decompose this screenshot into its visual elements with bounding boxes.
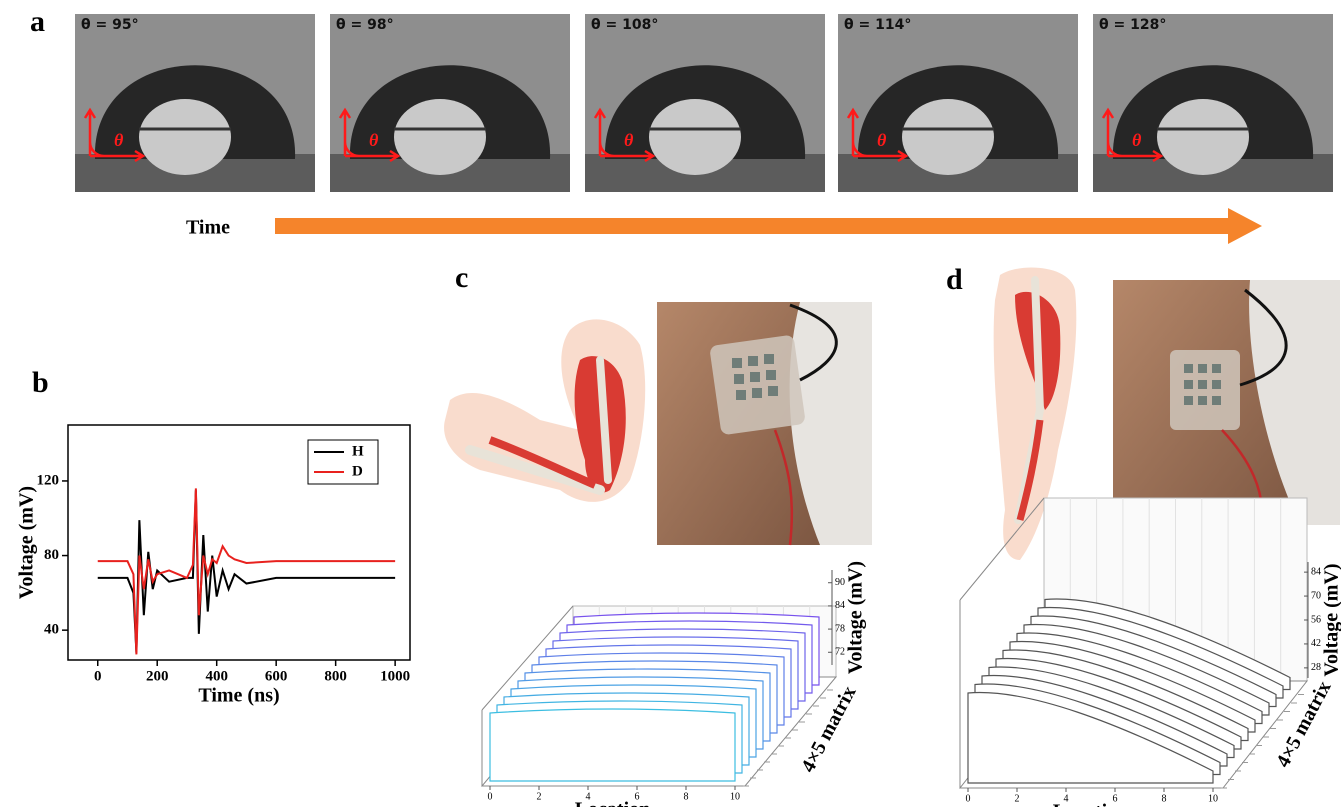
legend-box bbox=[308, 440, 378, 484]
x-tick-label: 2 bbox=[537, 791, 542, 802]
contact-angle-photos: θ θ = 95° θ θ = 98° θ θ = 108° θ θ = 114° θ θ = 1… bbox=[75, 14, 1333, 192]
x-tick-label: 0 bbox=[966, 793, 971, 804]
z-tick-label: 72 bbox=[835, 647, 845, 658]
y-axis-label: Voltage (mV) bbox=[16, 486, 38, 599]
z-tick-label: 56 bbox=[1311, 614, 1321, 625]
x-tick-label: 10 bbox=[1208, 793, 1218, 804]
x-axis-label: Location bbox=[1053, 801, 1129, 807]
theta-symbol: θ bbox=[114, 130, 124, 150]
arm-photo bbox=[1113, 280, 1340, 525]
z-tick-label: 84 bbox=[835, 600, 845, 611]
x-tick-label: 8 bbox=[1162, 793, 1167, 804]
z-tick-label: 90 bbox=[835, 577, 845, 588]
x-tick-label: 200 bbox=[146, 668, 169, 684]
theta-symbol: θ bbox=[877, 130, 887, 150]
line-chart: 0 200 400 600 800 1000 40 80 120 Time (ns) Voltage… bbox=[16, 425, 411, 707]
series-line bbox=[98, 488, 395, 654]
z-tick-label: 70 bbox=[1311, 590, 1321, 601]
reflection bbox=[1157, 99, 1249, 175]
contact-angle-label: θ = 95° bbox=[81, 17, 139, 33]
x-tick-label: 0 bbox=[488, 791, 493, 802]
x-tick-label: 600 bbox=[265, 668, 288, 684]
figure: θ θ = 95° θ θ = 98° θ θ = 108° θ θ = 114° θ θ = 1… bbox=[0, 0, 1341, 807]
x-tick-label: 8 bbox=[684, 791, 689, 802]
depth-label: 4×5 matrix bbox=[797, 683, 861, 776]
z-tick-label: 42 bbox=[1311, 638, 1321, 649]
x-tick-label: 0 bbox=[94, 668, 102, 684]
z-tick-label: 28 bbox=[1311, 662, 1321, 673]
panel-label: d bbox=[946, 263, 963, 296]
x-tick-label: 400 bbox=[205, 668, 228, 684]
panel-label: c bbox=[455, 261, 468, 294]
reflection bbox=[139, 99, 231, 175]
legend-label: D bbox=[352, 463, 363, 479]
y-tick-label: 40 bbox=[44, 622, 59, 638]
z-axis-label: Voltage (mV) bbox=[845, 561, 867, 674]
x-axis-label: Time (ns) bbox=[198, 685, 279, 707]
contact-angle-label: θ = 98° bbox=[336, 17, 394, 33]
y-tick-label: 120 bbox=[37, 472, 60, 488]
panel-label: b bbox=[32, 366, 49, 399]
box-edge bbox=[960, 498, 1044, 600]
legend-label: H bbox=[352, 443, 364, 459]
reflection bbox=[649, 99, 741, 175]
time-label: Time bbox=[186, 217, 230, 239]
x-tick-label: 800 bbox=[324, 668, 347, 684]
time-arrow bbox=[275, 208, 1262, 244]
panel-label: a bbox=[30, 5, 45, 38]
contact-angle-label: θ = 128° bbox=[1099, 17, 1166, 33]
arm-illustration bbox=[444, 319, 645, 502]
x-tick-label: 2 bbox=[1015, 793, 1020, 804]
x-axis-label: Location bbox=[575, 799, 651, 807]
theta-symbol: θ bbox=[1132, 130, 1142, 150]
z-axis-label: Voltage (mV) bbox=[1321, 563, 1341, 676]
y-tick-label: 80 bbox=[44, 547, 59, 563]
z-tick-label: 78 bbox=[835, 623, 845, 634]
contact-angle-label: θ = 108° bbox=[591, 17, 658, 33]
waterfall-plot: 024681090847872LocationVoltage (mV)4×5 m… bbox=[482, 561, 867, 807]
theta-symbol: θ bbox=[624, 130, 634, 150]
z-tick-label: 84 bbox=[1311, 566, 1321, 577]
arm-photo bbox=[657, 302, 872, 545]
contact-angle-label: θ = 114° bbox=[844, 17, 911, 33]
theta-symbol: θ bbox=[369, 130, 379, 150]
reflection bbox=[394, 99, 486, 175]
waterfall-curve bbox=[490, 709, 735, 781]
reflection bbox=[902, 99, 994, 175]
x-tick-label: 10 bbox=[730, 791, 740, 802]
x-tick-label: 1000 bbox=[380, 668, 410, 684]
